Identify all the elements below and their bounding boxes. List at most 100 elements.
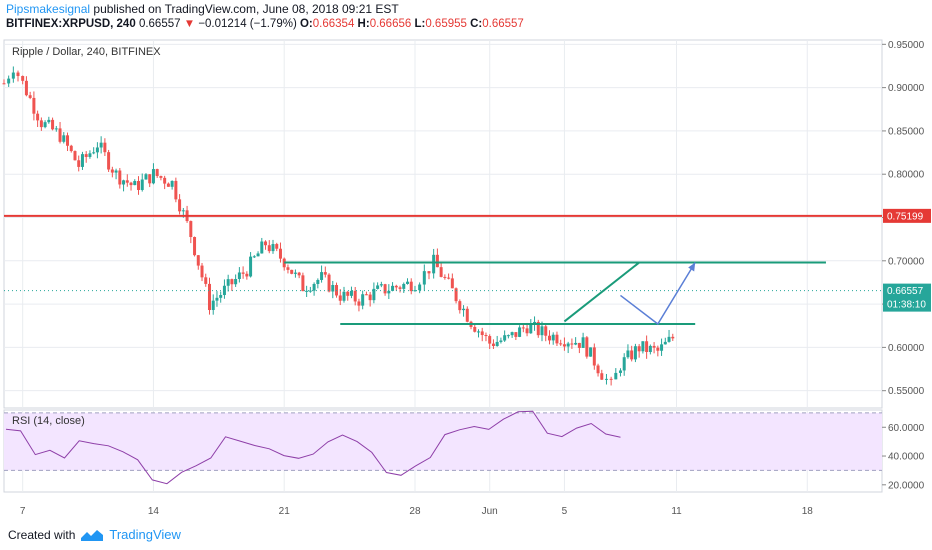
candle-body[interactable] — [125, 180, 129, 183]
candle-body[interactable] — [435, 254, 439, 268]
rising-trend-line[interactable] — [563, 261, 640, 323]
candle-body[interactable] — [622, 357, 626, 371]
candle-body[interactable] — [465, 308, 469, 322]
candle-body[interactable] — [521, 327, 525, 329]
candle-body[interactable] — [495, 341, 499, 347]
candle-body[interactable] — [574, 342, 578, 345]
candle-body[interactable] — [293, 272, 297, 274]
candle-body[interactable] — [536, 321, 540, 336]
candle-body[interactable] — [107, 152, 111, 170]
candle-body[interactable] — [129, 182, 133, 186]
candle-body[interactable] — [529, 324, 533, 334]
candle-body[interactable] — [264, 241, 268, 246]
candle-body[interactable] — [275, 244, 279, 249]
candle-body[interactable] — [204, 277, 208, 284]
candle-body[interactable] — [327, 274, 331, 292]
candle-body[interactable] — [36, 113, 40, 121]
candle-body[interactable] — [286, 267, 290, 270]
candle-body[interactable] — [577, 342, 581, 348]
candle-body[interactable] — [267, 245, 271, 252]
candle-body[interactable] — [88, 153, 92, 157]
candle-body[interactable] — [618, 370, 622, 373]
candle-body[interactable] — [103, 142, 107, 153]
candle-body[interactable] — [614, 372, 618, 380]
candle-body[interactable] — [196, 255, 200, 266]
candle-body[interactable] — [364, 294, 368, 296]
candle-body[interactable] — [462, 308, 466, 311]
candle-body[interactable] — [671, 336, 675, 339]
candle-body[interactable] — [342, 291, 346, 301]
candle-body[interactable] — [633, 346, 637, 360]
candle-body[interactable] — [144, 174, 148, 180]
candle-body[interactable] — [559, 343, 563, 345]
candle-body[interactable] — [237, 272, 241, 279]
candle-body[interactable] — [234, 278, 238, 285]
candle-body[interactable] — [245, 273, 249, 277]
candle-body[interactable] — [32, 97, 36, 114]
candle-body[interactable] — [278, 248, 282, 259]
candle-body[interactable] — [406, 281, 410, 284]
candle-body[interactable] — [54, 128, 58, 130]
candle-body[interactable] — [137, 181, 141, 190]
candle-body[interactable] — [660, 344, 664, 351]
candle-body[interactable] — [547, 335, 551, 341]
candle-body[interactable] — [241, 272, 245, 274]
candle-body[interactable] — [58, 128, 62, 142]
candle-body[interactable] — [24, 80, 28, 96]
candle-body[interactable] — [174, 180, 178, 200]
candle-body[interactable] — [357, 301, 361, 306]
candle-body[interactable] — [80, 154, 84, 167]
candle-body[interactable] — [596, 365, 600, 374]
candle-body[interactable] — [641, 341, 645, 352]
candle-body[interactable] — [249, 256, 253, 277]
candle-body[interactable] — [506, 335, 510, 337]
candle-body[interactable] — [454, 288, 458, 302]
candle-body[interactable] — [28, 95, 32, 98]
candle-body[interactable] — [320, 272, 324, 280]
candle-body[interactable] — [484, 335, 488, 337]
candle-body[interactable] — [418, 284, 422, 291]
candle-body[interactable] — [383, 284, 387, 294]
candle-body[interactable] — [338, 295, 342, 301]
candle-body[interactable] — [73, 151, 77, 161]
candle-body[interactable] — [148, 174, 152, 184]
candle-body[interactable] — [219, 295, 223, 298]
candle-body[interactable] — [604, 378, 608, 380]
candle-body[interactable] — [368, 294, 372, 301]
candle-body[interactable] — [422, 271, 426, 285]
candle-body[interactable] — [230, 279, 234, 285]
candle-body[interactable] — [514, 332, 518, 337]
candle-body[interactable] — [652, 345, 656, 348]
candle-body[interactable] — [379, 284, 383, 286]
candle-body[interactable] — [305, 290, 309, 292]
candle-body[interactable] — [648, 345, 652, 353]
candle-body[interactable] — [114, 170, 118, 173]
candle-body[interactable] — [480, 331, 484, 336]
author-link[interactable]: Pipsmakesignal — [6, 2, 91, 16]
candle-body[interactable] — [361, 294, 365, 306]
candle-body[interactable] — [476, 331, 480, 333]
candle-body[interactable] — [155, 169, 159, 177]
candle-body[interactable] — [372, 288, 376, 301]
candle-body[interactable] — [473, 326, 477, 332]
candle-body[interactable] — [133, 181, 137, 186]
candle-body[interactable] — [140, 179, 144, 190]
candle-body[interactable] — [551, 334, 555, 341]
candle-body[interactable] — [450, 278, 454, 289]
candle-body[interactable] — [645, 341, 649, 353]
candle-body[interactable] — [402, 283, 406, 289]
candle-body[interactable] — [256, 253, 260, 257]
candle-body[interactable] — [297, 272, 301, 276]
candle-body[interactable] — [62, 135, 66, 142]
candle-body[interactable] — [2, 83, 6, 85]
candle-body[interactable] — [207, 283, 211, 311]
candle-body[interactable] — [503, 335, 507, 341]
candle-body[interactable] — [413, 290, 417, 292]
candle-body[interactable] — [159, 176, 163, 178]
candle-body[interactable] — [555, 334, 559, 344]
tradingview-brand[interactable]: TradingView — [109, 527, 181, 542]
candle-body[interactable] — [589, 347, 593, 357]
candle-body[interactable] — [637, 346, 641, 352]
candle-body[interactable] — [499, 340, 503, 342]
